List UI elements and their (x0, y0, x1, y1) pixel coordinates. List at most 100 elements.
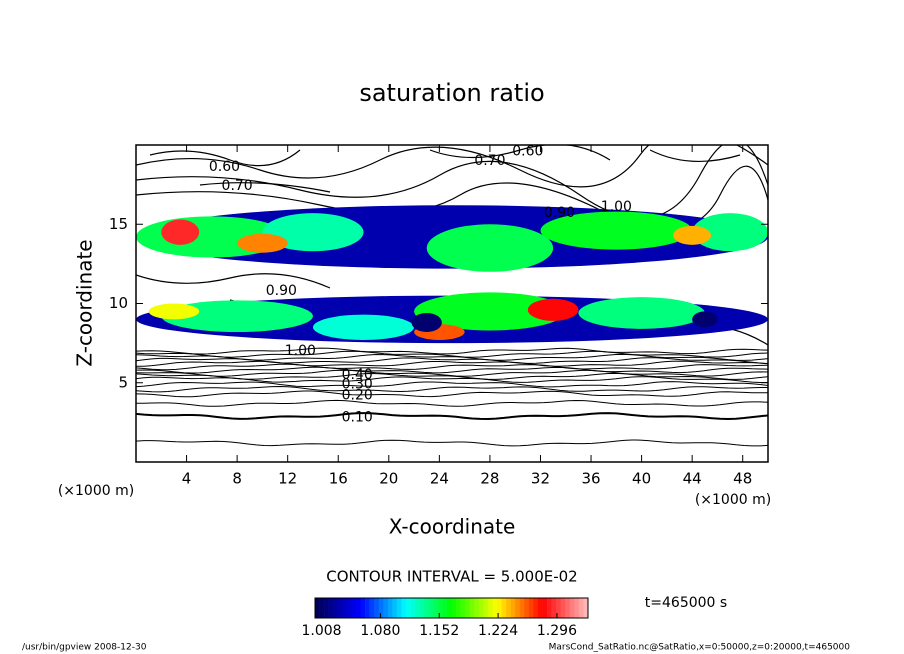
contour-label: 1.00 (285, 343, 316, 359)
contour-label: 0.90 (266, 283, 297, 299)
x-axis-label: X-coordinate (389, 515, 516, 539)
shaded-region (692, 213, 768, 252)
contour-line (136, 399, 768, 407)
colorbar-cell (515, 598, 521, 618)
contour-line (136, 347, 768, 355)
colorbar-cell (451, 598, 457, 618)
colorbar-cell (519, 598, 525, 618)
colorbar-cell (333, 598, 339, 618)
shaded-region (161, 300, 313, 333)
x-tick-label: 36 (581, 470, 600, 488)
contour-interval: CONTOUR INTERVAL = 5.000E-02 (326, 568, 577, 586)
x-tick-label: 40 (632, 470, 651, 488)
contour-label: 0.20 (342, 387, 373, 403)
colorbar-cell (456, 598, 461, 618)
colorbar-cell (565, 598, 571, 618)
x-tick-label: 8 (232, 470, 242, 488)
shaded-region (527, 298, 579, 321)
colorbar-cell (506, 598, 511, 618)
colorbar-cell (401, 598, 407, 618)
contour-label: 0.90 (544, 205, 575, 221)
colorbar-cell (374, 598, 379, 618)
colorbar-cell (460, 598, 466, 618)
colorbar-cell (497, 598, 502, 618)
colorbar-cell (533, 598, 539, 618)
shaded-region (262, 213, 364, 252)
colorbar-cell (574, 598, 580, 618)
x-tick-label: 12 (278, 470, 297, 488)
colorbar-cell (469, 598, 475, 618)
colorbar-cell (492, 598, 498, 618)
colorbar-cell (351, 598, 357, 618)
colorbar-frame (314, 597, 589, 619)
colorbar-cell (342, 598, 348, 618)
colorbar-cell (560, 598, 566, 618)
shaded-region (578, 297, 705, 329)
contour-line (136, 381, 768, 388)
footer-right: MarsCond_SatRatio.nc@SatRatio,x=0:50000,… (549, 643, 851, 653)
x-tick-label: 24 (430, 470, 449, 488)
colorbar-cell (383, 598, 389, 618)
colorbar-cell (437, 598, 443, 618)
contour-line (136, 439, 768, 447)
colorbar-cell (324, 598, 329, 618)
contour-label: 0.60 (512, 143, 543, 159)
x-unit-label: (×1000 m) (58, 483, 134, 499)
colorbar-tick-label: 1.008 (301, 623, 341, 639)
colorbar-cell (419, 598, 425, 618)
contour-label: 0.70 (474, 153, 505, 169)
x-tick-label: 16 (329, 470, 348, 488)
y-tick-label: 5 (118, 373, 128, 391)
colorbar-cell (556, 598, 561, 618)
colorbar-cell (483, 598, 489, 618)
y-tick-label: 15 (109, 215, 128, 233)
colorbar-cell (378, 598, 384, 618)
colorbar-cell (487, 598, 493, 618)
y-tick-label: 10 (109, 294, 128, 312)
chart-title: saturation ratio (359, 79, 544, 107)
time-label: t=465000 s (645, 595, 727, 611)
colorbar-cell (428, 598, 434, 618)
footer-left: /usr/bin/gpview 2008-12-30 (22, 643, 147, 653)
colorbar-cell (578, 598, 584, 618)
contour-label: 0.60 (209, 159, 240, 175)
colorbar-cell (510, 598, 516, 618)
x-unit-label: (×1000 m) (695, 492, 771, 508)
contour-line (136, 366, 768, 374)
colorbar-cell (547, 598, 552, 618)
colorbar-cell (583, 598, 589, 618)
colorbar-cell (465, 598, 470, 618)
contour-label: 0.30 (342, 376, 373, 392)
shaded-region (161, 219, 200, 245)
colorbar-cell (524, 598, 530, 618)
colorbar-cell (365, 598, 370, 618)
colorbar-cell (369, 598, 375, 618)
contour-line (136, 390, 768, 398)
colorbar-cell (355, 598, 361, 618)
colorbar-cell (415, 598, 420, 618)
x-tick-label: 28 (480, 470, 499, 488)
colorbar-cell (528, 598, 534, 618)
x-tick-label: 44 (683, 470, 702, 488)
contour-label: 0.40 (342, 367, 373, 383)
contour-line (136, 360, 768, 367)
colorbar-cell (328, 598, 334, 618)
colorbar-tick-label: 1.080 (360, 623, 400, 639)
shaded-region (414, 292, 566, 331)
shaded-region (673, 225, 712, 245)
contour-line (136, 353, 768, 361)
colorbar-cell (337, 598, 343, 618)
colorbar-cell (424, 598, 430, 618)
x-tick-label: 32 (531, 470, 550, 488)
y-axis-label: Z-coordinate (73, 239, 97, 366)
colorbar-cell (392, 598, 398, 618)
colorbar-cell (315, 598, 320, 618)
shaded-region (426, 224, 554, 272)
contour-line (136, 412, 768, 421)
contour-label: 1.00 (601, 199, 632, 215)
colorbar-cell (410, 598, 416, 618)
shaded-region (411, 313, 442, 333)
colorbar-cell (569, 598, 575, 618)
colorbar-tick-label: 1.224 (478, 623, 518, 639)
shaded-region (692, 311, 718, 328)
